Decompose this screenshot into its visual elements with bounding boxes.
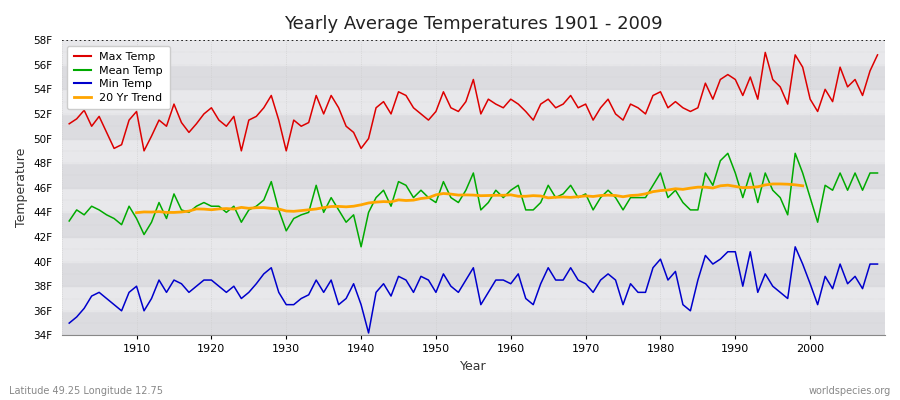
Y-axis label: Temperature: Temperature: [15, 148, 28, 228]
Text: worldspecies.org: worldspecies.org: [809, 386, 891, 396]
Text: Latitude 49.25 Longitude 12.75: Latitude 49.25 Longitude 12.75: [9, 386, 163, 396]
Bar: [62, 65, 885, 89]
Bar: [62, 286, 885, 311]
Bar: [62, 188, 885, 212]
Bar: [62, 163, 885, 188]
Bar: [62, 212, 885, 237]
Bar: [62, 237, 885, 262]
Bar: [62, 40, 885, 65]
Bar: [62, 262, 885, 286]
Title: Yearly Average Temperatures 1901 - 2009: Yearly Average Temperatures 1901 - 2009: [284, 15, 662, 33]
X-axis label: Year: Year: [460, 360, 487, 373]
Bar: [62, 138, 885, 163]
Bar: [62, 89, 885, 114]
Bar: [62, 114, 885, 138]
Legend: Max Temp, Mean Temp, Min Temp, 20 Yr Trend: Max Temp, Mean Temp, Min Temp, 20 Yr Tre…: [68, 46, 170, 110]
Bar: [62, 311, 885, 336]
